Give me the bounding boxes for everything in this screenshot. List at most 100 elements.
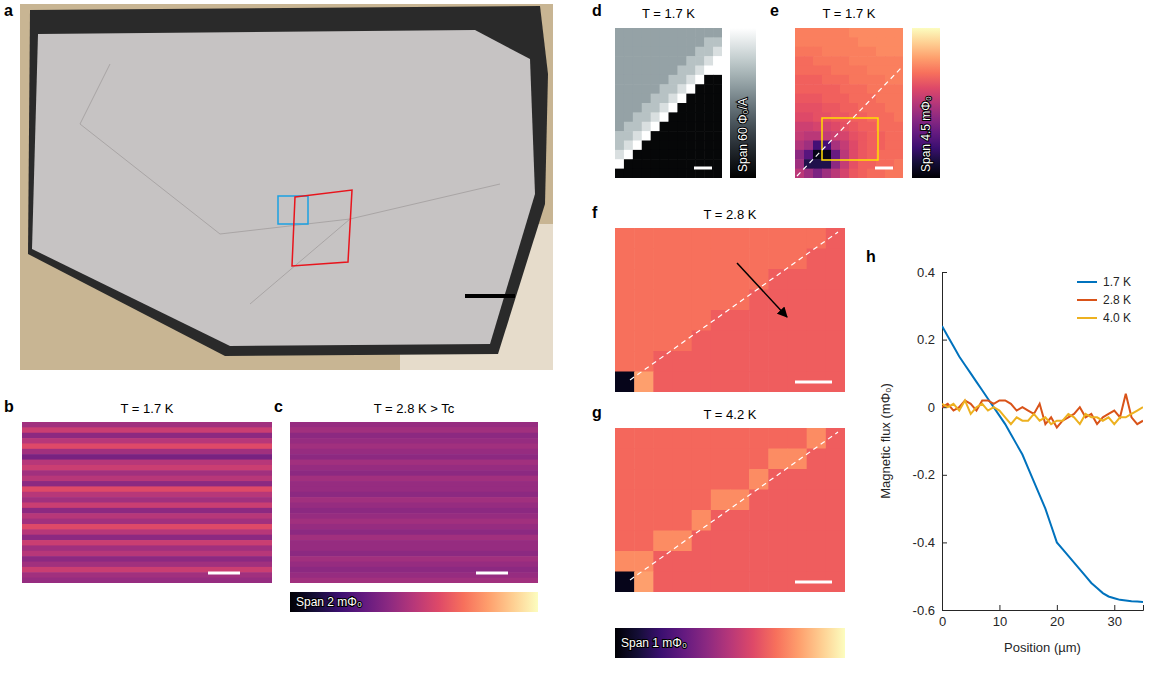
heatmap-cell (692, 372, 712, 393)
heatmap-cell (713, 37, 722, 47)
heatmap-cell (840, 141, 850, 151)
heatmap-cell (633, 169, 643, 178)
y-tick-label: 0.2 (917, 332, 935, 347)
x-tick: 10 (993, 605, 1007, 629)
heatmap-cell (290, 497, 538, 503)
x-axis-line (943, 605, 1144, 611)
y-tick-label: -0.6 (913, 603, 935, 618)
heatmap-cell (749, 449, 769, 470)
panel-letter: a (4, 2, 13, 19)
heatmap-cell (692, 531, 712, 552)
heatmap-cell (651, 169, 661, 178)
heatmap-cell (858, 150, 868, 160)
heatmap-cell (22, 443, 272, 449)
heatmap-cell (876, 103, 886, 113)
heatmap-cell (822, 122, 832, 132)
y-tick-mark (942, 340, 947, 341)
heatmap-cell (894, 94, 903, 104)
heatmap-cell (653, 531, 673, 552)
heatmap-cell (686, 94, 696, 104)
heatmap-cell (768, 510, 788, 531)
heatmap-cell (867, 28, 877, 38)
heatmap-cell (673, 372, 693, 393)
heatmap-cell (686, 56, 696, 66)
heatmap-cell (704, 75, 714, 85)
heatmap-cell (807, 331, 827, 352)
heatmap-cell (804, 169, 814, 178)
heatmap-cell (651, 112, 661, 122)
edge-line (797, 66, 903, 176)
heatmap-cell (653, 469, 673, 490)
heatmap-cell (849, 37, 859, 47)
heatmap-cell (669, 169, 679, 178)
legend: 1.7 K2.8 K4.0 K (1077, 275, 1131, 325)
heatmap-cell (711, 469, 731, 490)
heatmap-cell (867, 103, 877, 113)
heatmap-cell (669, 84, 679, 94)
heatmap-cell (749, 290, 769, 311)
heatmap-cell (642, 75, 652, 85)
heatmap-cell (673, 428, 693, 449)
heatmap-cell (653, 249, 673, 270)
heatmap-cell (692, 249, 712, 270)
heatmap-cell (22, 503, 272, 509)
heatmap-cell (695, 131, 705, 141)
heatmap-cell (768, 428, 788, 449)
heatmap-cell (22, 519, 272, 525)
heatmap-cell (788, 228, 808, 249)
heatmap-cell (831, 94, 841, 104)
heatmap-cell (749, 572, 769, 593)
flake-edge-dark (28, 6, 548, 356)
heatmap-cell (624, 169, 634, 178)
heatmap-cell (795, 56, 805, 66)
scale-bar (476, 572, 508, 575)
photo (20, 4, 553, 370)
heatmap-cell (651, 75, 661, 85)
heatmap-cell (22, 567, 272, 573)
heatmap-cell (642, 94, 652, 104)
heatmap-cell (686, 141, 696, 151)
heatmap-cell (615, 150, 625, 160)
heatmap-cell (633, 56, 643, 66)
heatmap-cell (795, 131, 805, 141)
heatmap-cell (677, 56, 687, 66)
heatmap-cell (669, 103, 679, 113)
heatmap-cell (849, 141, 859, 151)
heatmap-cell (290, 449, 538, 455)
heatmap-cell (822, 56, 832, 66)
heatmap-cell (653, 269, 673, 290)
heatmap-cell (642, 169, 652, 178)
heatmap-cell (704, 103, 714, 113)
heatmap-cell (804, 66, 814, 76)
heatmap-cell (22, 578, 272, 583)
heatmap-cell (813, 56, 823, 66)
heatmap-cell (894, 169, 903, 178)
scale-bar (875, 167, 893, 170)
heatmap-cell (651, 159, 661, 169)
heatmap-cell (730, 449, 750, 470)
colorbar (615, 628, 845, 658)
heatmap-cell (730, 490, 750, 511)
heatmap-cell (822, 66, 832, 76)
heatmap-cell (615, 269, 635, 290)
panel-title: T = 4.2 K (704, 407, 757, 422)
heatmap-cell (807, 510, 827, 531)
heatmap-cell (677, 150, 687, 160)
heatmap-cell (22, 427, 272, 433)
x-axis-title: Position (µm) (1004, 640, 1081, 655)
heatmap-cell (633, 150, 643, 160)
heatmap-cell (22, 438, 272, 444)
heatmap-cell (615, 66, 625, 76)
heatmap-cell (876, 37, 886, 47)
heatmap-cell (804, 150, 814, 160)
heatmap-cell (858, 141, 868, 151)
flake-crack (350, 184, 500, 219)
heatmap-cell (768, 310, 788, 331)
heatmap-cell (788, 510, 808, 531)
heatmap-cell (673, 551, 693, 572)
panel-letter: h (866, 248, 876, 265)
heatmap-cell (634, 449, 654, 470)
heatmap-cell (858, 122, 868, 132)
heatmap-cell (749, 510, 769, 531)
heatmap-cell (677, 103, 687, 113)
